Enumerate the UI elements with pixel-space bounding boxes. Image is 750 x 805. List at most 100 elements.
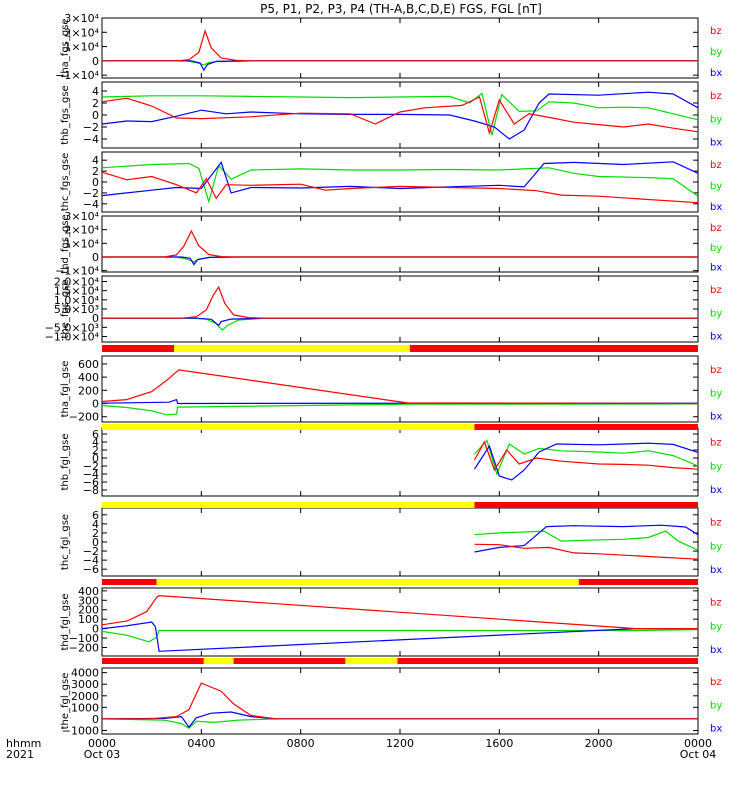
time-axis-label-hhmm: hhmm	[6, 737, 41, 750]
legend-bx: bx	[710, 645, 722, 656]
y-tick-label: 6	[92, 428, 99, 441]
mode-segment-slow	[102, 424, 475, 430]
y-axis-label: tha_fgl_gse	[60, 361, 71, 418]
legend-bx: bx	[710, 565, 722, 576]
series-bz-line	[101, 594, 698, 630]
series-by-line	[101, 162, 699, 204]
panel-the_fgs_gse: 2.0×10⁴1.5×10⁴1.0×10⁴5.0×10³0−5.0×10³−1.…	[45, 275, 722, 344]
mode-segment-slow	[174, 345, 410, 352]
y-tick-label: 4	[92, 518, 99, 531]
series-bx-line	[102, 256, 698, 266]
series-bz-line	[102, 229, 698, 258]
y-tick-label: 0	[92, 176, 99, 189]
chart-title: P5, P1, P2, P3, P4 (TH-A,B,C,D,E) FGS, F…	[260, 2, 542, 16]
legend-by: by	[710, 114, 722, 125]
y-tick-label: 0	[92, 623, 99, 636]
mode-segment-slow	[102, 502, 475, 508]
legend-bx: bx	[710, 331, 722, 342]
legend-bz: bz	[710, 365, 722, 376]
y-tick-label: −2	[83, 187, 99, 200]
series-bz-line	[101, 96, 699, 136]
mode-segment-fast	[102, 579, 157, 585]
x-tick-label: 0400	[187, 737, 215, 750]
legend-by: by	[710, 388, 722, 399]
panel-frame	[101, 215, 699, 273]
mode-segment-fast	[102, 345, 175, 352]
series-bz-line	[101, 682, 698, 720]
x-tick-label: 0000	[88, 737, 116, 750]
y-tick-label: −1000	[62, 725, 99, 738]
y-tick-label: 200	[78, 604, 99, 617]
y-tick-label: −2	[83, 460, 99, 473]
y-tick-label: −4	[83, 198, 99, 211]
y-tick-label: 2×10⁴	[64, 26, 99, 39]
series-by-line	[101, 403, 699, 416]
mode-segment-fast	[397, 658, 698, 664]
mode-segment-slow	[156, 579, 579, 585]
mode-bar	[102, 345, 698, 352]
legend-bx: bx	[710, 137, 722, 148]
legend-by: by	[710, 700, 722, 711]
panel-frame	[101, 151, 699, 213]
series-bx-line	[474, 524, 699, 553]
y-tick-label: 0	[92, 398, 99, 411]
panel-frame	[101, 275, 699, 343]
y-tick-label: 0	[92, 536, 99, 549]
y-tick-label: −1×10⁴	[55, 265, 99, 278]
legend-bx: bx	[710, 485, 722, 496]
legend-by: by	[710, 541, 722, 552]
y-tick-label: −100	[69, 632, 99, 645]
x-tick-label: 0800	[287, 737, 315, 750]
legend-bz: bz	[710, 160, 722, 171]
legend-bx: bx	[710, 411, 722, 422]
y-tick-label: 600	[78, 358, 99, 371]
series-bx-line	[101, 711, 698, 729]
y-tick-label: −200	[69, 411, 99, 424]
mode-segment-fast	[578, 579, 698, 585]
y-tick-label: 4	[92, 436, 99, 449]
legend-bz: bz	[710, 518, 722, 529]
time-axis-label-year: 2021	[6, 748, 34, 761]
y-tick-label: −5.0×10³	[45, 321, 99, 334]
legend-bz: bz	[710, 285, 722, 296]
mode-segment-fast	[102, 658, 204, 664]
y-tick-label: −6	[83, 476, 99, 489]
mode-bar	[102, 502, 698, 508]
y-tick-label: 2	[92, 97, 99, 110]
legend-bx: bx	[710, 723, 722, 734]
y-tick-label: 2×10⁴	[64, 224, 99, 237]
panel-frame	[101, 507, 699, 577]
series-bz-line	[101, 171, 699, 204]
y-axis-label: thc_fgs_gse	[60, 153, 71, 212]
x-tick-date-label: Oct 03	[84, 748, 121, 761]
y-tick-label: −1×10⁴	[55, 69, 99, 82]
legend-bz: bz	[710, 438, 722, 449]
legend-by: by	[710, 243, 722, 254]
y-tick-label: 4000	[71, 667, 99, 680]
y-tick-label: 2	[92, 165, 99, 178]
legend-bz: bz	[710, 26, 722, 37]
y-tick-label: 0	[92, 312, 99, 325]
y-tick-label: 0	[92, 251, 99, 264]
x-tick-label: 2000	[585, 737, 613, 750]
y-tick-label: 2000	[71, 690, 99, 703]
y-tick-label: 3000	[71, 678, 99, 691]
y-axis-label: thc_fgl_gse	[60, 514, 71, 570]
y-tick-label: −4	[83, 133, 99, 146]
y-axis-label: the_fgl_gse	[60, 673, 71, 730]
mode-segment-slow	[203, 658, 234, 664]
panel-frame	[101, 17, 699, 79]
series-bz-line	[474, 543, 699, 560]
y-axis-label: thb_fgs_gse	[60, 85, 71, 144]
legend-bx: bx	[710, 68, 722, 79]
y-axis-label: thd_fgs_gse	[60, 214, 71, 273]
series-bz-line	[101, 369, 699, 405]
x-tick-label: 1600	[485, 737, 513, 750]
x-tick-label: 1200	[386, 737, 414, 750]
y-tick-label: 5.0×10³	[54, 303, 99, 316]
